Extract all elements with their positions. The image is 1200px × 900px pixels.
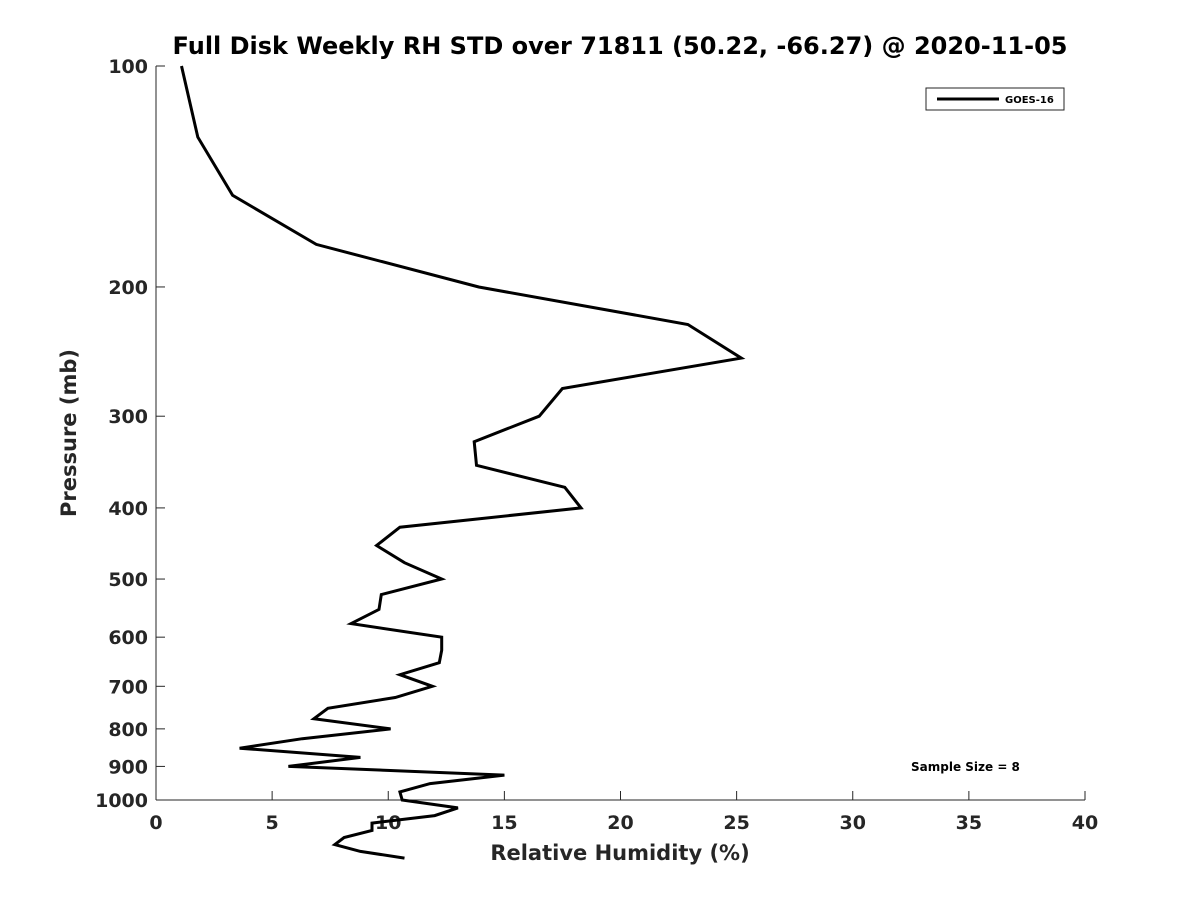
x-tick-label: 5 [266, 812, 279, 834]
y-axis-label: Pressure (mb) [57, 349, 81, 517]
y-axis-ticks: 100 200 300 400 500 600 700 800 900 1000 [95, 56, 165, 812]
y-tick-label: 1000 [95, 790, 148, 812]
x-tick-label: 20 [607, 812, 633, 834]
x-tick-label: 10 [375, 812, 401, 834]
x-tick-label: 30 [840, 812, 866, 834]
y-tick-label: 100 [108, 56, 148, 78]
y-tick-label: 400 [108, 498, 148, 520]
y-tick-label: 500 [108, 569, 148, 591]
sample-size-annotation: Sample Size = 8 [911, 760, 1020, 774]
y-tick-label: 800 [108, 719, 148, 741]
x-tick-label: 40 [1072, 812, 1098, 834]
y-tick-label: 600 [108, 627, 148, 649]
y-tick-label: 300 [108, 406, 148, 428]
x-tick-label: 35 [956, 812, 982, 834]
x-tick-label: 15 [491, 812, 517, 834]
x-tick-label: 0 [149, 812, 162, 834]
plot-area [155, 66, 1085, 801]
chart-title: Full Disk Weekly RH STD over 71811 (50.2… [173, 32, 1068, 60]
x-axis-ticks: 0 5 10 15 20 25 30 35 40 [149, 791, 1098, 834]
series-layer [180, 65, 746, 860]
y-tick-label: 900 [108, 756, 148, 778]
legend: GOES-16 [925, 87, 1065, 111]
x-tick-label: 25 [723, 812, 749, 834]
legend-entry-goes-16: GOES-16 [1005, 95, 1054, 106]
y-tick-label: 200 [108, 277, 148, 299]
series-line-goes-16 [180, 65, 746, 860]
x-axis-label: Relative Humidity (%) [490, 841, 749, 865]
y-tick-label: 700 [108, 676, 148, 698]
